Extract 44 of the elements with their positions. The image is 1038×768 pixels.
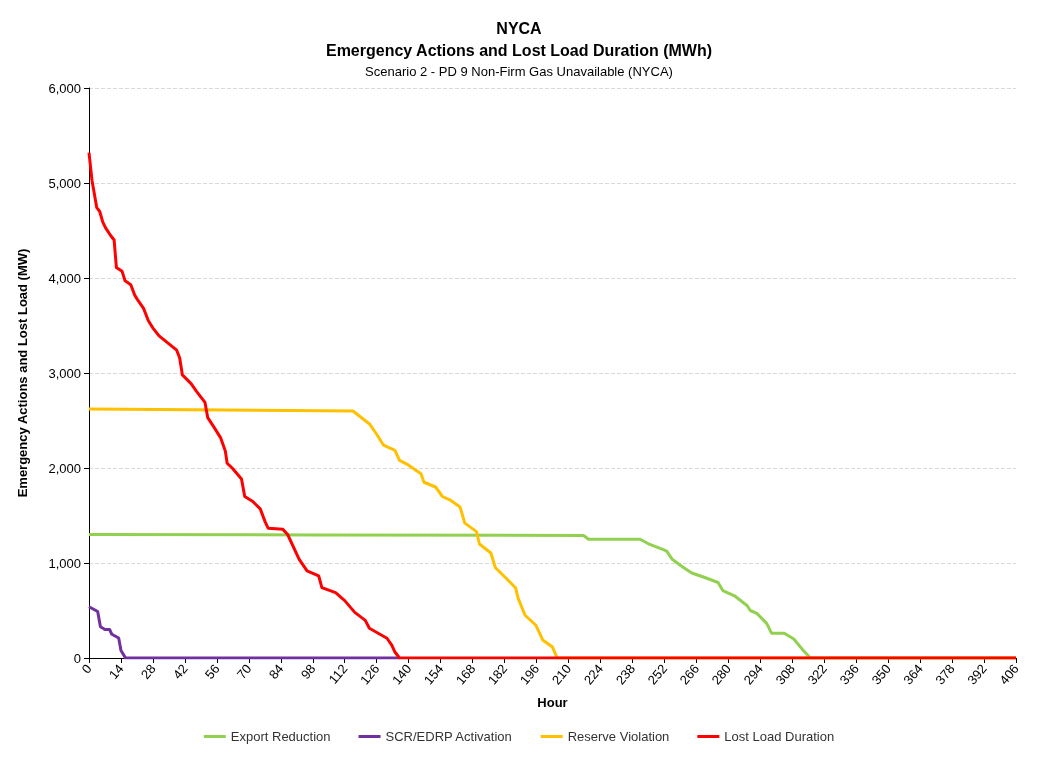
y-tick-label: 1,000 <box>48 555 81 571</box>
x-tick-label: 364 <box>900 661 926 688</box>
x-tick-label: 168 <box>452 661 479 688</box>
chart-subtitle: Scenario 2 - PD 9 Non-Firm Gas Unavailable (NYCA) <box>365 64 673 79</box>
x-tick-label: 14 <box>105 661 127 682</box>
x-tick-label: 28 <box>137 661 159 682</box>
y-tick-label: 6,000 <box>48 80 81 96</box>
x-tick-label: 266 <box>676 661 703 688</box>
y-tick-label: 0 <box>73 650 81 666</box>
chart-title: NYCA Emergency Actions and Lost Load Duration (MWh) <box>325 19 713 59</box>
x-tick-label: 252 <box>644 661 671 688</box>
x-tick-label: 308 <box>772 661 798 688</box>
y-tick-label: 2,000 <box>48 460 81 476</box>
x-tick-label: 392 <box>964 661 990 688</box>
y-axis-title: Emergency Actions and Lost Load (MW) <box>15 248 30 498</box>
x-tick-label: 70 <box>233 661 255 682</box>
x-axis-title: Hour <box>537 695 568 710</box>
x-tick-label: 98 <box>297 661 319 682</box>
legend-label: Lost Load Duration <box>724 729 835 744</box>
x-tick-label: 210 <box>548 661 575 688</box>
legend-label: SCR/EDRP Activation <box>385 729 512 744</box>
legend-label: Reserve Violation <box>567 729 670 744</box>
x-tick-label: 336 <box>836 661 862 688</box>
x-tick-label: 182 <box>484 661 511 688</box>
x-tick-label: 224 <box>580 661 607 688</box>
x-tick-label: 56 <box>201 661 223 682</box>
y-tick-label: 4,000 <box>48 270 81 286</box>
x-tick-label: 126 <box>356 661 383 688</box>
y-tick-label: 5,000 <box>48 175 81 191</box>
x-tick-label: 154 <box>420 661 447 688</box>
x-tick-label: 280 <box>708 661 735 688</box>
x-tick-label: 140 <box>388 661 415 688</box>
x-tick-label: 84 <box>265 661 287 682</box>
x-tick-label: 196 <box>516 661 543 688</box>
x-tick-label: 42 <box>169 661 191 682</box>
x-tick-label: 350 <box>868 661 894 688</box>
legend-label: Export Reduction <box>230 729 331 744</box>
x-tick-label: 378 <box>932 661 958 688</box>
x-tick-label: 238 <box>612 661 639 688</box>
x-tick-label: 294 <box>740 661 767 688</box>
x-tick-label: 112 <box>325 661 351 687</box>
x-tick-label: 322 <box>804 661 830 688</box>
y-tick-label: 3,000 <box>48 365 81 381</box>
x-tick-label: 406 <box>996 661 1022 688</box>
